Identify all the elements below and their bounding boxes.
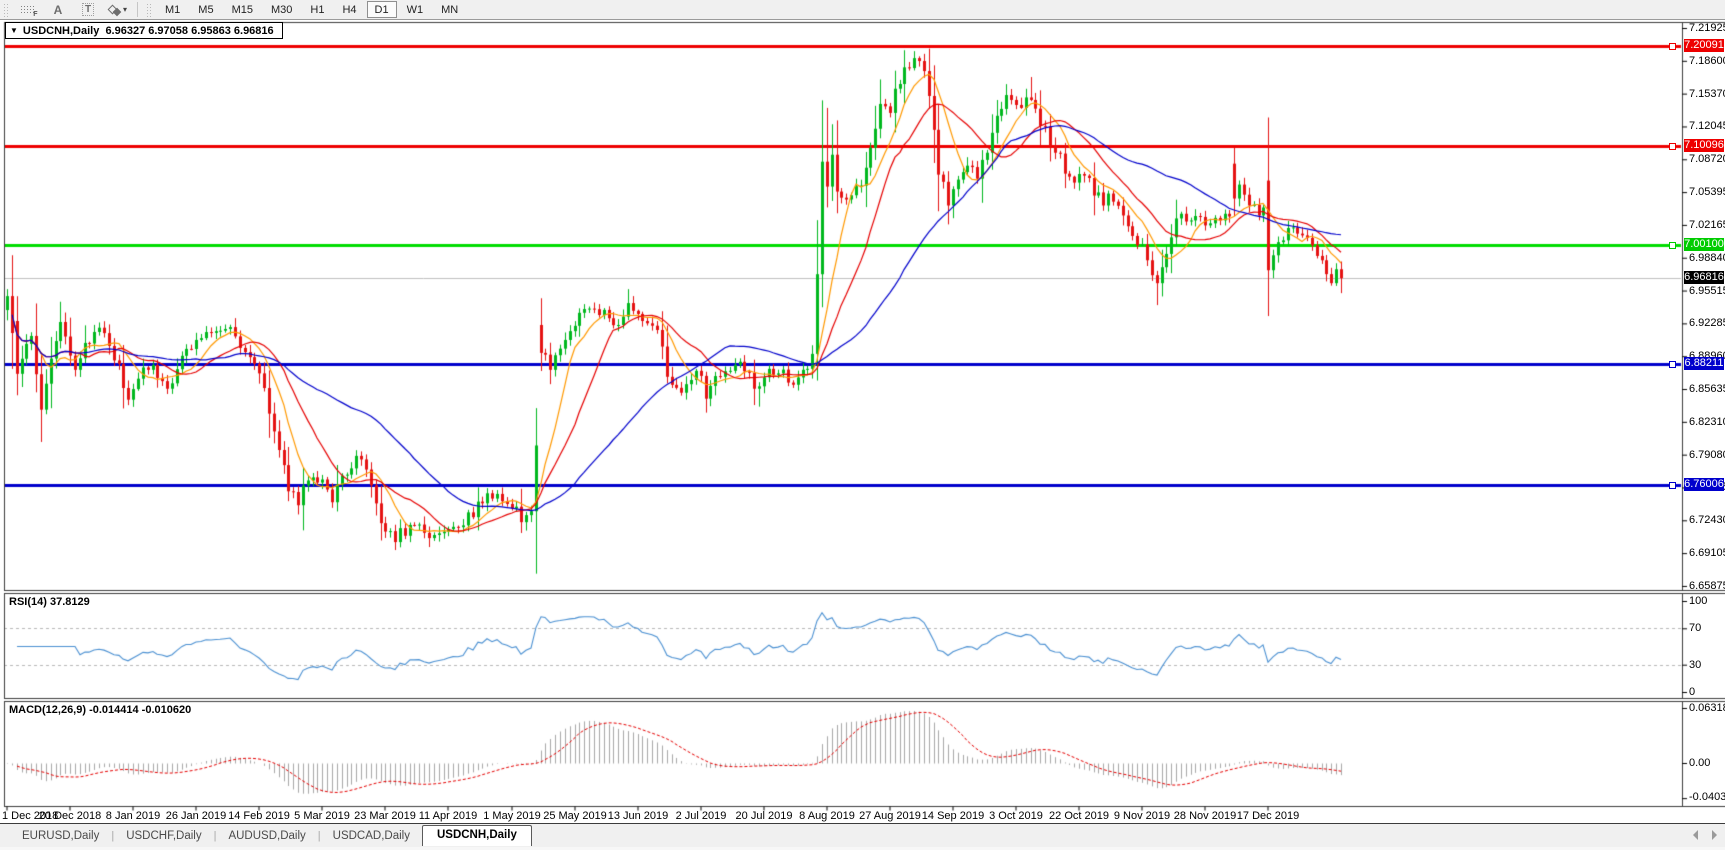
text-box-icon: T: [81, 3, 95, 16]
timeframe-button-m5[interactable]: M5: [198, 3, 214, 16]
price-axis-label: 7.18600: [1689, 54, 1725, 67]
price-axis-label: 6.65875: [1689, 579, 1725, 592]
hline-anchor-point[interactable]: [1669, 43, 1676, 51]
rsi-axis-label: 0: [1689, 686, 1696, 698]
price-axis-label: 6.95515: [1689, 284, 1725, 297]
tab-separator: |: [317, 830, 321, 842]
date-axis-label: 5 Mar 2019: [294, 810, 350, 822]
timeframe-button-mn[interactable]: MN: [441, 3, 459, 16]
price-badge: 6.88211: [1684, 356, 1724, 370]
tab-audusd[interactable]: AUDUSD,Daily: [228, 830, 306, 842]
shapes-tool-button[interactable]: ▾: [104, 1, 132, 18]
date-axis-label: 26 Jan 2019: [165, 810, 227, 822]
price-axis-label: 6.85635: [1689, 383, 1725, 396]
chart-title: USDCNH,Daily 6.96327 6.97058 6.95863 6.9…: [22, 24, 274, 37]
fibonacci-icon: F: [20, 4, 38, 18]
tab-scroll-left-icon[interactable]: [1693, 830, 1698, 840]
macd-axis-label: 0.063184: [1689, 701, 1725, 714]
macd-axis-label: 0.00: [1689, 757, 1711, 769]
date-axis-label: 2 Jul 2019: [675, 810, 727, 822]
price-axis-label: 7.05395: [1689, 186, 1725, 199]
date-axis-label: 22 Oct 2019: [1049, 810, 1109, 822]
price-badge: 6.76006: [1684, 478, 1724, 492]
date-axis-label: 1 May 2019: [483, 810, 541, 822]
toolbar: F A T ▾ M1 M5 M15 M30 H1 H4 D1 W1 MN: [0, 0, 1725, 20]
rsi-axis-label: 100: [1689, 595, 1708, 607]
toolbar-drag-handle[interactable]: [3, 2, 9, 17]
date-axis-label: 25 May 2019: [543, 810, 607, 822]
date-axis-label: 8 Aug 2019: [799, 810, 855, 822]
chart-title-box[interactable]: ▼ USDCNH,Daily 6.96327 6.97058 6.95863 6…: [5, 22, 283, 39]
price-axis-label: 6.98840: [1689, 251, 1725, 264]
text-label-tool-button[interactable]: A: [44, 1, 72, 18]
hline-anchor-point[interactable]: [1669, 142, 1676, 150]
price-badge: 7.00100: [1684, 238, 1724, 252]
date-axis-label: 20 Jul 2019: [735, 810, 793, 822]
timeframe-button-h4[interactable]: H4: [342, 3, 357, 16]
tab-scroll-controls: [1693, 830, 1717, 840]
date-axis-label: 14 Feb 2019: [228, 810, 290, 822]
date-axis-label: 8 Jan 2019: [105, 810, 161, 822]
macd-axis-label: -0.040355: [1689, 791, 1725, 803]
tab-usdcad[interactable]: USDCAD,Daily: [332, 830, 410, 842]
timeframe-button-group: M1 M5 M15 M30 H1 H4 D1 W1 MN: [157, 1, 466, 18]
date-axis-label: 9 Nov 2019: [1113, 810, 1171, 822]
hline-anchor-point[interactable]: [1669, 482, 1676, 490]
price-axis-label: 6.72430: [1689, 514, 1725, 527]
tab-separator: |: [213, 830, 217, 842]
text-label-icon: A: [53, 2, 63, 17]
date-axis-label: 14 Sep 2019: [921, 810, 985, 822]
status-strip: [0, 847, 1725, 850]
timeframe-button-m30[interactable]: M30: [270, 3, 293, 16]
date-axis-label: 20 Dec 2018: [38, 810, 102, 822]
timeframe-button-m1[interactable]: M1: [165, 3, 181, 16]
date-axis-label: 13 Jun 2019: [607, 810, 669, 822]
timeframe-button-w1[interactable]: W1: [406, 3, 424, 16]
date-axis-label: 1 Dec 2018: [2, 810, 59, 822]
chevron-down-icon: ▾: [122, 5, 127, 14]
toolbar-separator: [137, 2, 138, 17]
date-axis-label: 28 Nov 2019: [1173, 810, 1237, 822]
macd-label: MACD(12,26,9) -0.014414 -0.010620: [9, 704, 192, 716]
price-axis-label: 7.15370: [1689, 87, 1725, 100]
price-axis-label: 7.08720: [1689, 153, 1725, 166]
tab-eurusd[interactable]: EURUSD,Daily: [22, 830, 100, 842]
price-badge: 7.10096: [1684, 138, 1724, 152]
price-axis-label: 6.82310: [1689, 415, 1725, 428]
rsi-axis-label: 30: [1689, 658, 1702, 671]
date-axis-label: 3 Oct 2019: [989, 810, 1043, 822]
tab-usdchf[interactable]: USDCHF,Daily: [126, 830, 202, 842]
shapes-icon-small: [112, 7, 122, 17]
rsi-axis-label: 70: [1689, 622, 1702, 635]
price-badge: 7.20091: [1684, 39, 1724, 53]
date-axis-label: 17 Dec 2019: [1236, 810, 1300, 822]
date-axis-label: 23 Mar 2019: [354, 810, 416, 822]
timeframe-button-h1[interactable]: H1: [310, 3, 325, 16]
price-axis-label: 7.12045: [1689, 120, 1725, 133]
price-axis-label: 6.69105: [1689, 547, 1725, 560]
text-box-tool-button[interactable]: T: [74, 1, 102, 18]
timeframe-button-d1[interactable]: D1: [366, 1, 397, 18]
tab-scroll-right-icon[interactable]: [1712, 830, 1717, 840]
price-axis-label: 7.21925: [1689, 22, 1725, 34]
price-badge: 6.96816: [1684, 271, 1724, 285]
rsi-label: RSI(14) 37.8129: [9, 596, 90, 608]
timeframe-drag-handle[interactable]: [146, 2, 152, 17]
date-axis-label: 27 Aug 2019: [859, 810, 921, 822]
price-axis-label: 7.02165: [1689, 218, 1725, 231]
symbol-tab-bar: EURUSD,Daily | USDCHF,Daily | AUDUSD,Daily | U…: [0, 823, 1725, 848]
hline-anchor-point[interactable]: [1669, 360, 1676, 368]
tab-separator: |: [111, 830, 115, 842]
price-axis-label: 6.79080: [1689, 448, 1725, 461]
hline-anchor-point[interactable]: [1669, 242, 1676, 250]
date-axis-label: 11 Apr 2019: [418, 810, 478, 822]
tab-usdcnh[interactable]: USDCNH,Daily: [421, 825, 532, 846]
price-axis-label: 6.92285: [1689, 317, 1725, 330]
fibonacci-tool-button[interactable]: F: [14, 1, 42, 18]
collapse-triangle-icon: ▼: [10, 26, 18, 35]
timeframe-button-m15[interactable]: M15: [231, 3, 253, 16]
